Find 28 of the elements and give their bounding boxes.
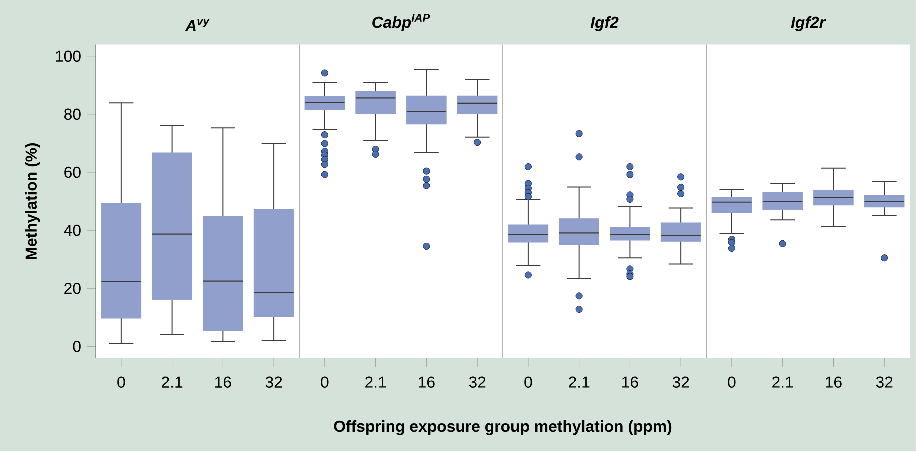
x-tick-label: 2.1 <box>366 376 386 388</box>
y-tick-label: 40 <box>64 225 81 236</box>
chart-title: A$^{vy}$ <box>185 19 210 32</box>
chart-title: Igf2 <box>590 16 619 32</box>
chart-title: Igf2r <box>791 16 826 32</box>
x-tick-label: 16 <box>826 376 842 388</box>
x-tick-label: 32 <box>266 376 282 388</box>
y-tick-label: 60 <box>64 166 81 178</box>
x-tick-label: 0 <box>728 376 736 388</box>
x-tick-label: 32 <box>469 376 486 388</box>
x-tick-label: 2.1 <box>772 376 794 388</box>
x-tick-label: 0 <box>321 376 329 388</box>
x-tick-label: 2.1 <box>162 376 183 388</box>
y-tick-label: 100 <box>56 50 81 62</box>
x-axis-title: Offspring exposure group methylation (ppm) <box>334 420 672 436</box>
x-tick-label: 16 <box>216 376 232 388</box>
x-tick-label: 32 <box>672 376 690 388</box>
x-tick-label: 32 <box>876 376 893 388</box>
x-tick-label: 0 <box>524 376 532 388</box>
y-tick-label: 80 <box>64 108 81 120</box>
y-axis-title: Methylation (%) <box>25 144 40 260</box>
x-tick-label: 16 <box>622 376 638 388</box>
x-tick-label: 2.1 <box>569 376 590 388</box>
x-tick-label: 0 <box>118 376 126 388</box>
x-tick-label: 16 <box>419 376 435 388</box>
chart-title: Cabp$^{IAP}$ <box>372 14 430 32</box>
y-tick-label: 20 <box>64 283 81 294</box>
y-tick-label: 0 <box>73 341 81 352</box>
